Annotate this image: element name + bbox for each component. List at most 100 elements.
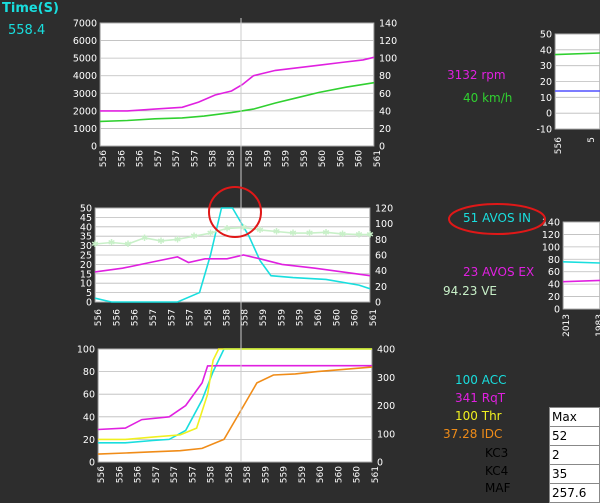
y-left-tick: 5 — [86, 288, 92, 299]
x-tick: 559 — [300, 150, 310, 167]
y-right-tick: 120 — [379, 36, 397, 47]
x-tick: 558 — [227, 150, 237, 167]
ve-marker: ✱ — [306, 229, 314, 239]
max-value-1[interactable]: 52 — [549, 426, 600, 446]
y-right-tick: 100 — [375, 219, 393, 230]
y-left-tick: 3000 — [73, 89, 97, 100]
ve-marker: ✱ — [256, 226, 264, 236]
y-left-tick: 40 — [83, 412, 95, 423]
side-chart-top: -10 0 10 20 30 40 50 556 5 — [536, 30, 600, 154]
series-line-thr — [98, 348, 372, 441]
throttle-chart: 0 20 40 60 80 100 0 100 200 300 400 556 556 556 557 557… — [77, 345, 395, 484]
y-right-tick: 140 — [379, 19, 397, 30]
y-right-tick: 60 — [379, 89, 391, 100]
rqt-label: RqT — [481, 391, 506, 405]
y-left-tick: 10 — [80, 279, 92, 290]
y-left-tick: 5000 — [73, 54, 97, 65]
y-right-tick: 0 — [379, 142, 385, 153]
y-left-tick: 30 — [80, 241, 92, 252]
x-tick: 5 — [587, 137, 597, 143]
x-tick: 556 — [131, 309, 141, 326]
x-tick: 560 — [334, 466, 344, 483]
engine-speed-chart: 0 1000 2000 3000 4000 5000 6000 7000 0 20 40 60 80 10… — [73, 19, 397, 168]
y-left-tick: 0 — [554, 305, 560, 316]
x-tick: 556 — [554, 137, 564, 154]
rpm-value: 3132 — [447, 68, 478, 82]
y-right-tick: 60 — [375, 251, 387, 262]
y-left-tick: 0 — [91, 142, 97, 153]
y-right-tick: 0 — [375, 298, 381, 309]
x-tick: 556 — [97, 466, 107, 483]
x-tick: 557 — [167, 309, 177, 326]
y-left-tick: 60 — [83, 390, 95, 401]
thr-value: 100 — [455, 409, 478, 423]
time-title: Time(S) — [2, 1, 59, 16]
maf-label: MAF — [485, 481, 511, 495]
highlight-circle — [208, 186, 262, 238]
ve-marker: ✱ — [91, 240, 99, 250]
avos-in-value: 51 — [463, 211, 479, 225]
y-left-tick: 60 — [548, 267, 560, 278]
y-right-tick: 400 — [377, 345, 395, 356]
avos-in-readout: 51 AVOS IN — [463, 211, 531, 225]
ve-marker: ✱ — [322, 228, 330, 238]
y-left-tick: 20 — [83, 435, 95, 446]
series-line-avos-ex — [94, 254, 371, 277]
rqt-readout: 341 RqT — [455, 391, 505, 405]
series-line-rpm — [100, 56, 375, 112]
x-tick: 557 — [154, 150, 164, 167]
acc-label: ACC — [481, 373, 507, 387]
y-left-tick: 100 — [542, 242, 560, 253]
speed-value: 40 — [463, 91, 479, 105]
y-left-tick: 25 — [80, 251, 92, 262]
x-tick: 560 — [355, 150, 365, 167]
max-value-2[interactable]: 2 — [549, 445, 600, 465]
x-tick: 558 — [243, 466, 253, 483]
x-tick: 1983 — [595, 314, 600, 337]
y-right-tick: 20 — [379, 124, 391, 135]
x-tick: 2013 — [562, 314, 572, 337]
x-tick: 560 — [353, 466, 363, 483]
x-tick: 558 — [245, 150, 255, 167]
x-tick: 557 — [186, 309, 196, 326]
series-line-4-1 — [562, 279, 600, 283]
y-left-tick: 50 — [80, 204, 92, 215]
y-left-tick: 0 — [89, 458, 95, 469]
x-tick: 561 — [373, 150, 383, 167]
y-left-tick: 45 — [80, 213, 92, 224]
y-left-tick: 20 — [548, 292, 560, 303]
series-line-speed — [99, 81, 375, 123]
x-tick: 556 — [134, 466, 144, 483]
x-tick: 559 — [298, 466, 308, 483]
x-tick: 559 — [263, 150, 273, 167]
series-line-avos-in — [94, 207, 371, 303]
x-tick: 560 — [318, 150, 328, 167]
y-left-tick: 10 — [540, 93, 552, 104]
ve-value: 94.23 — [443, 284, 478, 298]
series-line-rqt — [97, 364, 372, 431]
y-left-tick: 20 — [540, 77, 552, 88]
ve-marker: ✱ — [124, 240, 132, 250]
y-left-tick: 100 — [77, 345, 95, 356]
max-value-3[interactable]: 35 — [549, 464, 600, 484]
max-header: Max — [549, 407, 600, 427]
ve-marker: ✱ — [141, 234, 149, 244]
y-left-tick: -10 — [536, 125, 552, 136]
ve-marker: ✱ — [339, 230, 347, 240]
y-left-tick: 2000 — [73, 106, 97, 117]
y-right-tick: 40 — [375, 266, 387, 277]
acc-value: 100 — [455, 373, 478, 387]
x-tick: 558 — [225, 466, 235, 483]
y-left-tick: 15 — [80, 269, 92, 280]
y-left-tick: 6000 — [73, 36, 97, 47]
y-left-tick: 0 — [546, 109, 552, 120]
max-value-4[interactable]: 257.6 — [549, 483, 600, 503]
max-table: Max 52 2 35 257.6 — [549, 407, 600, 503]
ve-marker: ✱ — [108, 238, 116, 248]
y-right-tick: 100 — [377, 429, 395, 440]
x-tick: 556 — [112, 309, 122, 326]
ve-marker: ✱ — [207, 229, 215, 239]
x-tick: 557 — [149, 309, 159, 326]
